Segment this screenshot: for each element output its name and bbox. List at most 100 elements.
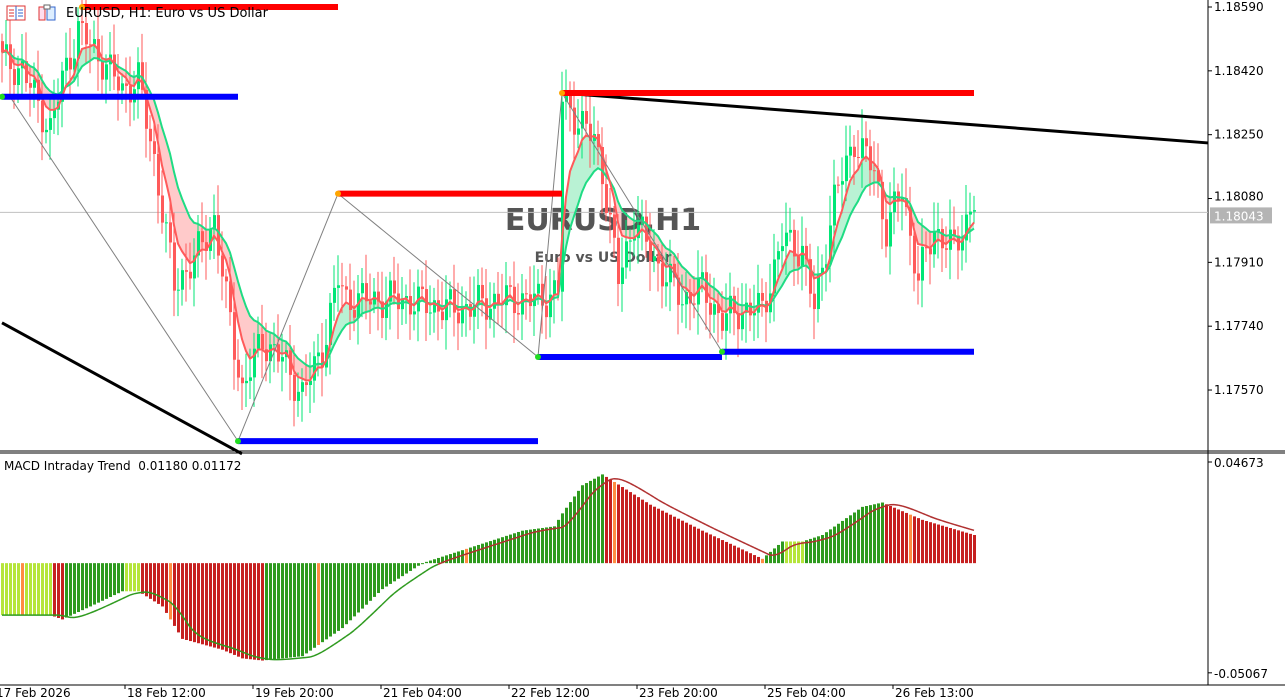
macd-signal-line (245, 652, 251, 656)
macd-histogram-bar (713, 536, 716, 564)
ma-ribbon-fill (622, 210, 626, 238)
macd-histogram-bar (749, 553, 752, 564)
candle-body (189, 271, 192, 279)
candle-body (877, 170, 880, 182)
macd-signal-line (317, 651, 323, 655)
macd-signal-line (825, 536, 831, 540)
candle-body (409, 296, 412, 315)
macd-signal-line (477, 548, 483, 551)
macd-histogram-bar (69, 563, 72, 616)
candle-body (117, 76, 120, 91)
macd-signal-line (705, 524, 711, 528)
macd-histogram-bar (117, 563, 120, 594)
macd-histogram-bar (725, 541, 728, 564)
candle-body (165, 222, 168, 224)
macd-histogram-bar (801, 541, 804, 564)
macd-tick-label: 0.04673 (1214, 456, 1264, 470)
macd-signal-line (237, 649, 243, 653)
candle-body (637, 225, 640, 239)
candle-body (69, 57, 72, 70)
candle-body (281, 357, 284, 362)
macd-signal-line (389, 592, 395, 598)
macd-histogram-bar (953, 529, 956, 564)
macd-histogram-bar (249, 563, 252, 660)
price-tick-label: 1.18420 (1214, 64, 1264, 78)
macd-signal-line (153, 593, 159, 597)
macd-histogram-bar (169, 563, 172, 620)
macd-histogram-bar (153, 563, 156, 602)
macd-signal-line (181, 615, 187, 622)
macd-signal-line (385, 596, 391, 602)
candle-body (569, 91, 572, 108)
candle-body (953, 229, 956, 236)
ma-ribbon-fill (574, 151, 578, 217)
macd-histogram-bar (277, 563, 280, 659)
macd-histogram-bar (833, 526, 836, 564)
macd-signal-line (77, 615, 83, 618)
macd-signal-line (433, 563, 439, 567)
macd-histogram-bar (325, 563, 328, 640)
macd-signal-line (853, 520, 859, 525)
macd-signal-line (105, 603, 111, 607)
macd-histogram-bar (217, 563, 220, 649)
macd-histogram-bar (553, 526, 556, 564)
candle-body (937, 229, 940, 232)
candle-body (197, 231, 200, 256)
macd-signal-line (785, 546, 791, 551)
macd-histogram-bar (149, 563, 152, 599)
candle-body (785, 232, 788, 247)
macd-histogram-bar (181, 563, 184, 639)
candle-body (349, 289, 352, 311)
ma-ribbon-fill (582, 135, 586, 192)
ma-ribbon-fill (302, 361, 306, 381)
macd-signal-line (877, 506, 883, 510)
macd-histogram-bar (353, 563, 356, 617)
macd-histogram-bar (161, 563, 164, 607)
ma-ribbon-fill (630, 217, 634, 239)
macd-signal-line (749, 545, 755, 549)
macd-histogram-bar (949, 528, 952, 564)
macd-histogram-bar (789, 541, 792, 564)
macd-signal-line (701, 522, 707, 526)
macd-signal-line (861, 514, 867, 519)
candle-body (73, 58, 76, 70)
macd-histogram-bar (557, 519, 560, 564)
candle-body (77, 21, 80, 59)
ma-ribbon-fill (922, 225, 926, 246)
chart-list-icon[interactable] (6, 4, 26, 22)
macd-signal-line (461, 553, 467, 557)
macd-signal-line (689, 515, 695, 520)
macd-histogram-bar (261, 563, 264, 661)
macd-signal-line (365, 615, 371, 621)
macd-histogram-bar (969, 533, 972, 564)
macd-signal-line (201, 636, 207, 640)
candle-body (449, 289, 452, 300)
macd-histogram-bar (85, 563, 88, 609)
macd-signal-line (337, 638, 343, 643)
candle-body (17, 68, 20, 85)
macd-histogram-bar (701, 530, 704, 564)
macd-signal-line (617, 478, 623, 481)
candle-body (509, 285, 512, 287)
macd-signal-line (113, 600, 119, 604)
candle-body (909, 207, 912, 236)
template-icon[interactable] (37, 4, 57, 22)
macd-histogram-bar (693, 526, 696, 564)
macd-signal-line (125, 594, 131, 598)
candle-body (881, 181, 884, 220)
macd-histogram-bar (237, 563, 240, 657)
macd-signal-line (577, 506, 583, 513)
candle-body (605, 184, 608, 213)
macd-histogram-bar (385, 563, 388, 587)
macd-histogram-bar (769, 551, 772, 564)
candle-body (161, 195, 164, 223)
ma-ribbon-fill (86, 46, 90, 64)
macd-histogram-bar (829, 529, 832, 564)
macd-histogram-bar (921, 519, 924, 564)
macd-signal-line (145, 591, 151, 594)
macd-histogram-bar (45, 563, 48, 616)
macd-histogram-bar (53, 563, 56, 617)
candle-body (825, 264, 828, 268)
macd-signal-line (569, 516, 575, 522)
